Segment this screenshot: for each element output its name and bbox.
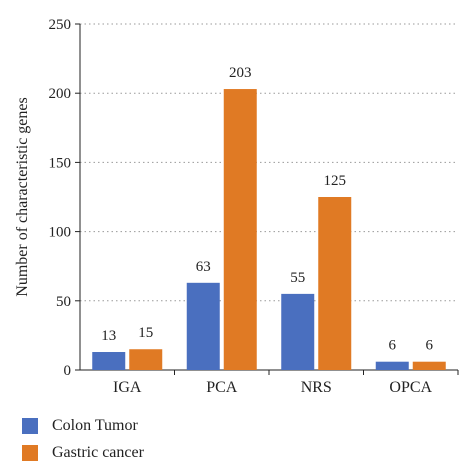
y-axis-title: Number of characteristic genes bbox=[14, 97, 31, 296]
legend-label-gastric-cancer: Gastric cancer bbox=[52, 443, 144, 461]
x-tick-label-iga: IGA bbox=[113, 379, 142, 396]
x-tick-label-nrs: NRS bbox=[301, 379, 332, 396]
data-labels: 13 15 63 203 55 125 6 6 bbox=[101, 65, 433, 354]
y-tick-label-200: 200 bbox=[49, 86, 72, 102]
data-label-gastric-cancer-opca: 6 bbox=[426, 338, 434, 354]
legend-label-colon-tumor: Colon Tumor bbox=[52, 416, 138, 434]
bar-colon-tumor-pca bbox=[186, 282, 220, 370]
legend-item-gastric-cancer: Gastric cancer bbox=[22, 439, 322, 466]
data-label-gastric-cancer-iga: 15 bbox=[138, 325, 153, 341]
data-label-gastric-cancer-nrs: 125 bbox=[324, 173, 347, 189]
bar-gastric-cancer-nrs bbox=[318, 197, 352, 370]
axes: 0 50 100 150 200 250 IGA PCA NRS OPCA bbox=[49, 17, 459, 396]
bar-gastric-cancer-pca bbox=[223, 89, 257, 370]
legend-item-colon-tumor: Colon Tumor bbox=[22, 412, 322, 439]
data-label-colon-tumor-iga: 13 bbox=[101, 328, 116, 344]
y-tick-label-250: 250 bbox=[49, 17, 72, 33]
bar-gastric-cancer-iga bbox=[129, 349, 163, 370]
y-tick-label-150: 150 bbox=[49, 155, 72, 171]
x-tick-label-opca: OPCA bbox=[389, 379, 432, 396]
legend: Colon Tumor Gastric cancer bbox=[22, 412, 322, 466]
x-tick-label-pca: PCA bbox=[206, 379, 238, 396]
data-label-colon-tumor-opca: 6 bbox=[389, 338, 397, 354]
data-label-gastric-cancer-pca: 203 bbox=[229, 65, 252, 81]
bar-colon-tumor-opca bbox=[375, 361, 409, 370]
bars bbox=[92, 89, 446, 370]
legend-swatch-gastric-cancer bbox=[22, 444, 38, 461]
data-label-colon-tumor-pca: 63 bbox=[196, 259, 211, 275]
y-tick-label-50: 50 bbox=[56, 294, 71, 310]
gridlines bbox=[80, 23, 458, 302]
y-tick-label-100: 100 bbox=[49, 225, 72, 241]
y-tick-label-0: 0 bbox=[64, 363, 72, 379]
data-label-colon-tumor-nrs: 55 bbox=[290, 270, 305, 286]
bar-gastric-cancer-opca bbox=[412, 361, 446, 370]
legend-swatch-colon-tumor bbox=[22, 417, 38, 434]
bar-colon-tumor-nrs bbox=[281, 293, 315, 370]
bar-colon-tumor-iga bbox=[92, 352, 126, 370]
